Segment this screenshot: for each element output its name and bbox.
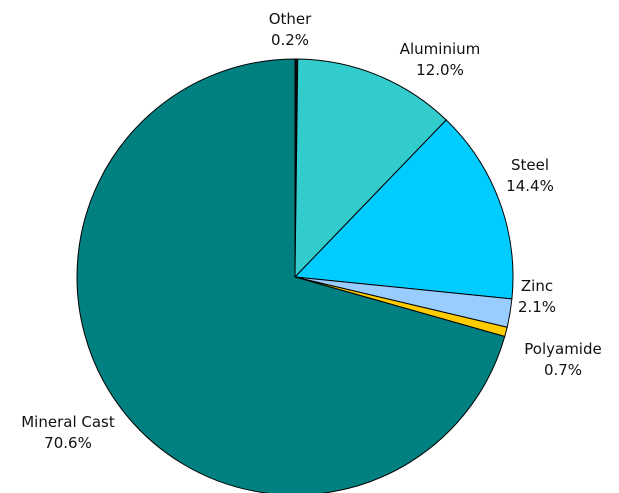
pie-slice-aluminium xyxy=(294,58,447,279)
slice-label-zinc: Zinc xyxy=(521,277,553,295)
pie-slices xyxy=(76,58,514,493)
slice-value-aluminium: 12.0% xyxy=(416,61,464,79)
slice-label-aluminium: Aluminium xyxy=(400,40,481,58)
pie-slice-steel xyxy=(293,119,514,300)
slice-label-mineral-cast: Mineral Cast xyxy=(21,413,115,431)
pie-slice-mineral-cast xyxy=(76,58,506,493)
slice-value-mineral-cast: 70.6% xyxy=(44,434,92,452)
slice-value-polyamide: 0.7% xyxy=(544,361,582,379)
slice-label-other: Other xyxy=(269,10,312,28)
slice-labels: Other 0.2% Aluminium 12.0% Steel 14.4% Zinc 2.1… xyxy=(21,10,601,452)
slice-value-other: 0.2% xyxy=(271,31,309,49)
slice-label-steel: Steel xyxy=(511,156,549,174)
slice-value-zinc: 2.1% xyxy=(518,298,556,316)
slice-label-polyamide: Polyamide xyxy=(524,340,601,358)
slice-value-steel: 14.4% xyxy=(506,177,554,195)
